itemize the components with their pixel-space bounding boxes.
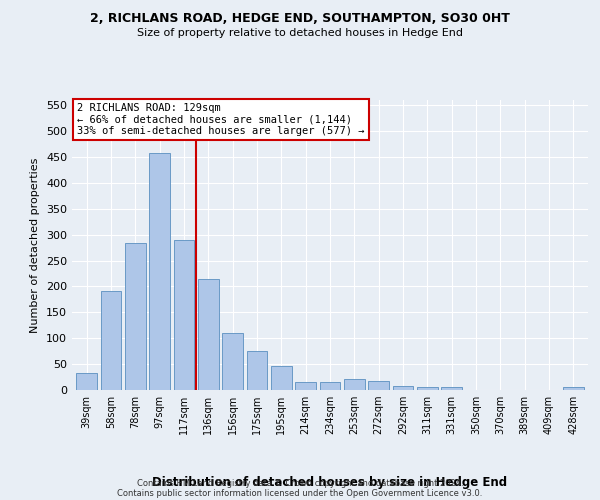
Bar	[271, 366, 292, 390]
Text: Size of property relative to detached houses in Hedge End: Size of property relative to detached ho…	[137, 28, 463, 38]
Bar	[442, 387, 462, 390]
Y-axis label: Number of detached properties: Number of detached properties	[31, 158, 40, 332]
Text: Contains HM Land Registry data © Crown copyright and database right 2024.: Contains HM Land Registry data © Crown c…	[137, 478, 463, 488]
Bar	[368, 380, 389, 390]
Bar	[295, 382, 316, 390]
Bar	[101, 290, 121, 390]
Bar	[222, 332, 243, 390]
Bar	[417, 388, 438, 390]
Bar	[76, 374, 97, 390]
Text: 2 RICHLANS ROAD: 129sqm
← 66% of detached houses are smaller (1,144)
33% of semi: 2 RICHLANS ROAD: 129sqm ← 66% of detache…	[77, 103, 365, 136]
Text: Contains public sector information licensed under the Open Government Licence v3: Contains public sector information licen…	[118, 488, 482, 498]
Text: 2, RICHLANS ROAD, HEDGE END, SOUTHAMPTON, SO30 0HT: 2, RICHLANS ROAD, HEDGE END, SOUTHAMPTON…	[90, 12, 510, 26]
Bar	[247, 351, 268, 390]
Bar	[392, 386, 413, 390]
Bar	[320, 382, 340, 390]
Bar	[563, 388, 584, 390]
Bar	[173, 240, 194, 390]
Bar	[198, 278, 218, 390]
Bar	[125, 244, 146, 390]
Bar	[344, 378, 365, 390]
Bar	[149, 153, 170, 390]
X-axis label: Distribution of detached houses by size in Hedge End: Distribution of detached houses by size …	[152, 476, 508, 489]
